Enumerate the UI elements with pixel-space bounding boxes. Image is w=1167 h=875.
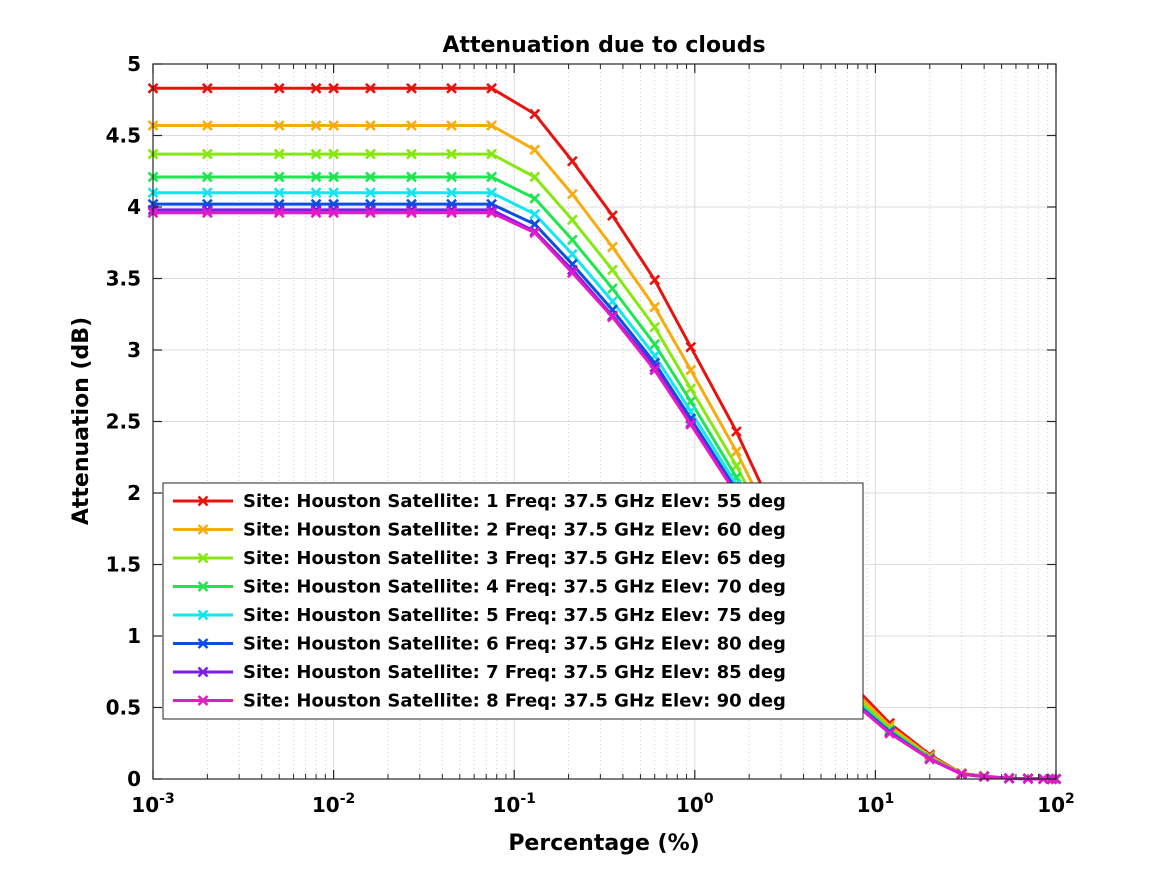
chart-title: Attenuation due to clouds xyxy=(442,33,765,58)
y-tick-label: 0.5 xyxy=(106,696,141,720)
legend-label: Site: Houston Satellite: 8 Freq: 37.5 GH… xyxy=(243,691,786,712)
legend-label: Site: Houston Satellite: 3 Freq: 37.5 GH… xyxy=(243,548,786,569)
x-axis-title: Percentage (%) xyxy=(508,831,699,856)
legend-label: Site: Houston Satellite: 4 Freq: 37.5 GH… xyxy=(243,577,786,598)
legend-item: Site: Houston Satellite: 1 Freq: 37.5 GH… xyxy=(173,491,786,512)
x-tick-label-exponent: 1 xyxy=(884,791,894,807)
legend-label: Site: Houston Satellite: 6 Freq: 37.5 GH… xyxy=(243,634,786,655)
legend-label: Site: Houston Satellite: 7 Freq: 37.5 GH… xyxy=(243,662,786,683)
y-tick-label: 3 xyxy=(127,338,141,362)
x-tick-label-exponent: -3 xyxy=(159,791,175,807)
x-tick-label-base: 10 xyxy=(1037,793,1065,817)
x-tick-label-base: 10 xyxy=(492,793,520,817)
legend-item: Site: Houston Satellite: 7 Freq: 37.5 GH… xyxy=(173,662,786,683)
x-tick-label-exponent: -1 xyxy=(520,791,536,807)
x-tick-label-exponent: -2 xyxy=(340,791,356,807)
y-tick-label: 0 xyxy=(127,767,141,791)
y-tick-label: 4 xyxy=(127,195,141,219)
legend-box xyxy=(163,483,863,719)
legend-item: Site: Houston Satellite: 2 Freq: 37.5 GH… xyxy=(173,520,786,541)
legend-item: Site: Houston Satellite: 5 Freq: 37.5 GH… xyxy=(173,605,786,626)
legend-item: Site: Houston Satellite: 8 Freq: 37.5 GH… xyxy=(173,691,786,712)
y-tick-label: 3.5 xyxy=(106,267,141,291)
y-tick-label: 2 xyxy=(127,481,141,505)
legend-item: Site: Houston Satellite: 6 Freq: 37.5 GH… xyxy=(173,634,786,655)
legend-label: Site: Houston Satellite: 5 Freq: 37.5 GH… xyxy=(243,605,786,626)
x-tick-label-base: 10 xyxy=(857,793,885,817)
legend-label: Site: Houston Satellite: 1 Freq: 37.5 GH… xyxy=(243,491,786,512)
y-axis-title: Attenuation (dB) xyxy=(69,317,94,525)
legend: Site: Houston Satellite: 1 Freq: 37.5 GH… xyxy=(163,483,863,719)
legend-label: Site: Houston Satellite: 2 Freq: 37.5 GH… xyxy=(243,520,786,541)
legend-item: Site: Houston Satellite: 3 Freq: 37.5 GH… xyxy=(173,548,786,569)
y-tick-label: 1.5 xyxy=(106,553,141,577)
x-tick-label-exponent: 2 xyxy=(1065,791,1075,807)
x-tick-label-exponent: 0 xyxy=(704,791,714,807)
y-tick-label: 5 xyxy=(127,52,141,76)
y-tick-label: 1 xyxy=(127,624,141,648)
x-tick-label-base: 10 xyxy=(676,793,704,817)
y-tick-label: 4.5 xyxy=(106,124,141,148)
legend-item: Site: Houston Satellite: 4 Freq: 37.5 GH… xyxy=(173,577,786,598)
y-tick-label: 2.5 xyxy=(106,410,141,434)
x-tick-label-base: 10 xyxy=(312,793,340,817)
x-tick-label-base: 10 xyxy=(131,793,159,817)
